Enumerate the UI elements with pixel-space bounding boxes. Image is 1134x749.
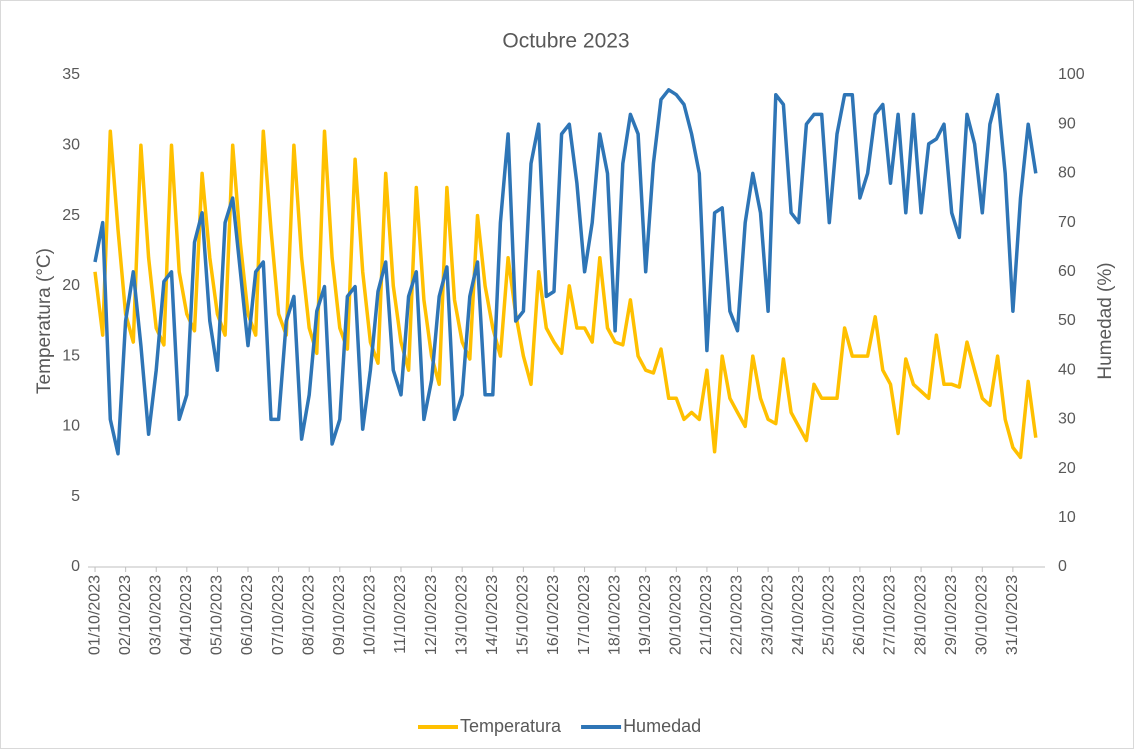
series-line <box>93 88 1038 456</box>
y2-tick-label: 60 <box>1058 263 1076 280</box>
x-tick-label: 10/10/2023 <box>362 575 379 655</box>
y2-tick-label: 20 <box>1058 460 1076 477</box>
x-tick-label: 22/10/2023 <box>729 575 746 655</box>
legend-label: Humedad <box>623 716 701 736</box>
x-tick-label: 29/10/2023 <box>943 575 960 655</box>
x-tick-label: 13/10/2023 <box>453 575 470 655</box>
x-tick-label: 07/10/2023 <box>270 575 287 655</box>
y-tick-label: 0 <box>71 558 80 575</box>
y-tick-label: 5 <box>71 488 80 505</box>
legend-label: Temperatura <box>460 716 562 736</box>
x-tick-label: 20/10/2023 <box>668 575 685 655</box>
x-tick-label: 05/10/2023 <box>209 575 226 655</box>
x-tick-label: 18/10/2023 <box>606 575 623 655</box>
x-tick-label: 16/10/2023 <box>545 575 562 655</box>
y2-tick-label: 100 <box>1058 66 1085 83</box>
y2-axis-title: Humedad (%) <box>1095 262 1116 379</box>
x-tick-label: 21/10/2023 <box>698 575 715 655</box>
y-tick-label: 15 <box>62 347 80 364</box>
x-tick-label: 23/10/2023 <box>759 575 776 655</box>
y-tick-label: 20 <box>62 277 80 294</box>
y2-tick-label: 0 <box>1058 558 1067 575</box>
x-tick-label: 26/10/2023 <box>851 575 868 655</box>
x-tick-label: 28/10/2023 <box>912 575 929 655</box>
x-tick-label: 30/10/2023 <box>973 575 990 655</box>
chart-title: Octubre 2023 <box>502 30 629 53</box>
x-tick-label: 15/10/2023 <box>515 575 532 655</box>
x-tick-label: 19/10/2023 <box>637 575 654 655</box>
x-tick-label: 09/10/2023 <box>331 575 348 655</box>
y-tick-label: 35 <box>62 66 80 83</box>
x-tick-label: 12/10/2023 <box>423 575 440 655</box>
x-tick-label: 04/10/2023 <box>178 575 195 655</box>
x-tick-label: 31/10/2023 <box>1004 575 1021 655</box>
y2-tick-label: 80 <box>1058 165 1076 182</box>
y2-tick-label: 30 <box>1058 411 1076 428</box>
y2-tick-label: 10 <box>1058 509 1076 526</box>
y2-tick-label: 40 <box>1058 361 1076 378</box>
x-tick-label: 06/10/2023 <box>239 575 256 655</box>
y2-tick-label: 50 <box>1058 312 1076 329</box>
y-tick-label: 30 <box>62 137 80 154</box>
x-tick-label: 24/10/2023 <box>790 575 807 655</box>
x-tick-label: 08/10/2023 <box>300 575 317 655</box>
x-tick-label: 17/10/2023 <box>576 575 593 655</box>
y2-tick-label: 90 <box>1058 115 1076 132</box>
x-tick-label: 02/10/2023 <box>117 575 134 655</box>
y-axis-title: Temperatura (°C) <box>34 248 55 394</box>
x-tick-label: 14/10/2023 <box>484 575 501 655</box>
y-tick-label: 25 <box>62 207 80 224</box>
y-tick-label: 10 <box>62 418 80 435</box>
x-tick-label: 01/10/2023 <box>86 575 103 655</box>
y2-tick-label: 70 <box>1058 214 1076 231</box>
x-tick-label: 11/10/2023 <box>392 575 409 654</box>
x-tick-label: 03/10/2023 <box>147 575 164 655</box>
x-tick-label: 25/10/2023 <box>821 575 838 655</box>
x-tick-label: 27/10/2023 <box>882 575 899 655</box>
